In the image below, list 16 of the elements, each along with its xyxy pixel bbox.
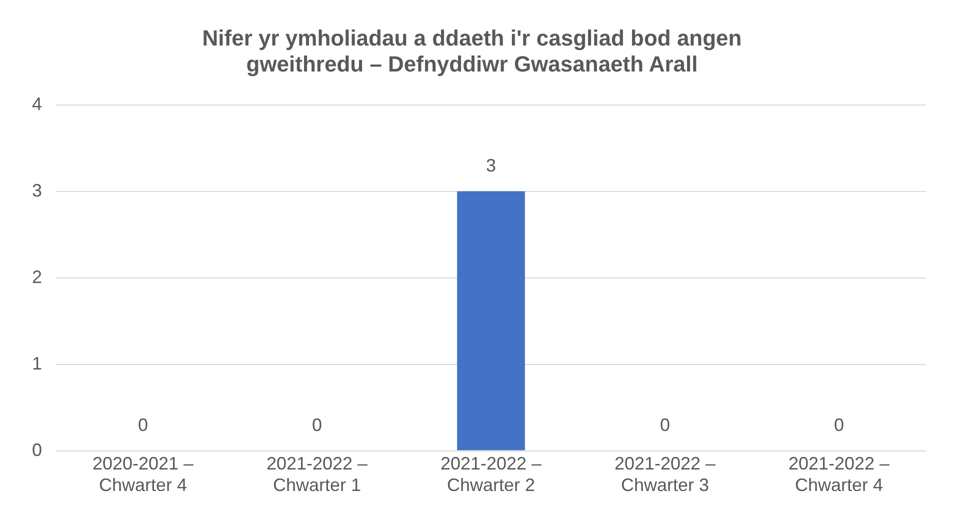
data-label: 0 <box>660 414 670 435</box>
data-label: 3 <box>486 155 496 176</box>
x-tick-label: 2021-2022 – Chwarter 1 <box>266 454 368 496</box>
y-tick-label: 0 <box>32 440 42 460</box>
x-tick-label: 2021-2022 – Chwarter 4 <box>788 454 890 496</box>
y-tick-label: 4 <box>32 94 42 114</box>
data-label: 0 <box>312 414 322 435</box>
y-tick-label: 3 <box>32 180 42 200</box>
y-tick-label: 1 <box>32 353 42 374</box>
x-tick-label: 2020-2021 – Chwarter 4 <box>92 454 194 496</box>
chart-title: Nifer yr ymholiadau a ddaeth i'r casgliad bod angen gweithredu – Defnyddiwr Gwasanaeth Arall <box>202 25 742 77</box>
data-label: 0 <box>834 414 844 435</box>
data-label: 0 <box>138 414 148 435</box>
y-tick-label: 2 <box>32 266 42 287</box>
x-tick-label: 2021-2022 – Chwarter 2 <box>440 454 542 496</box>
x-tick-label: 2021-2022 – Chwarter 3 <box>614 454 716 496</box>
